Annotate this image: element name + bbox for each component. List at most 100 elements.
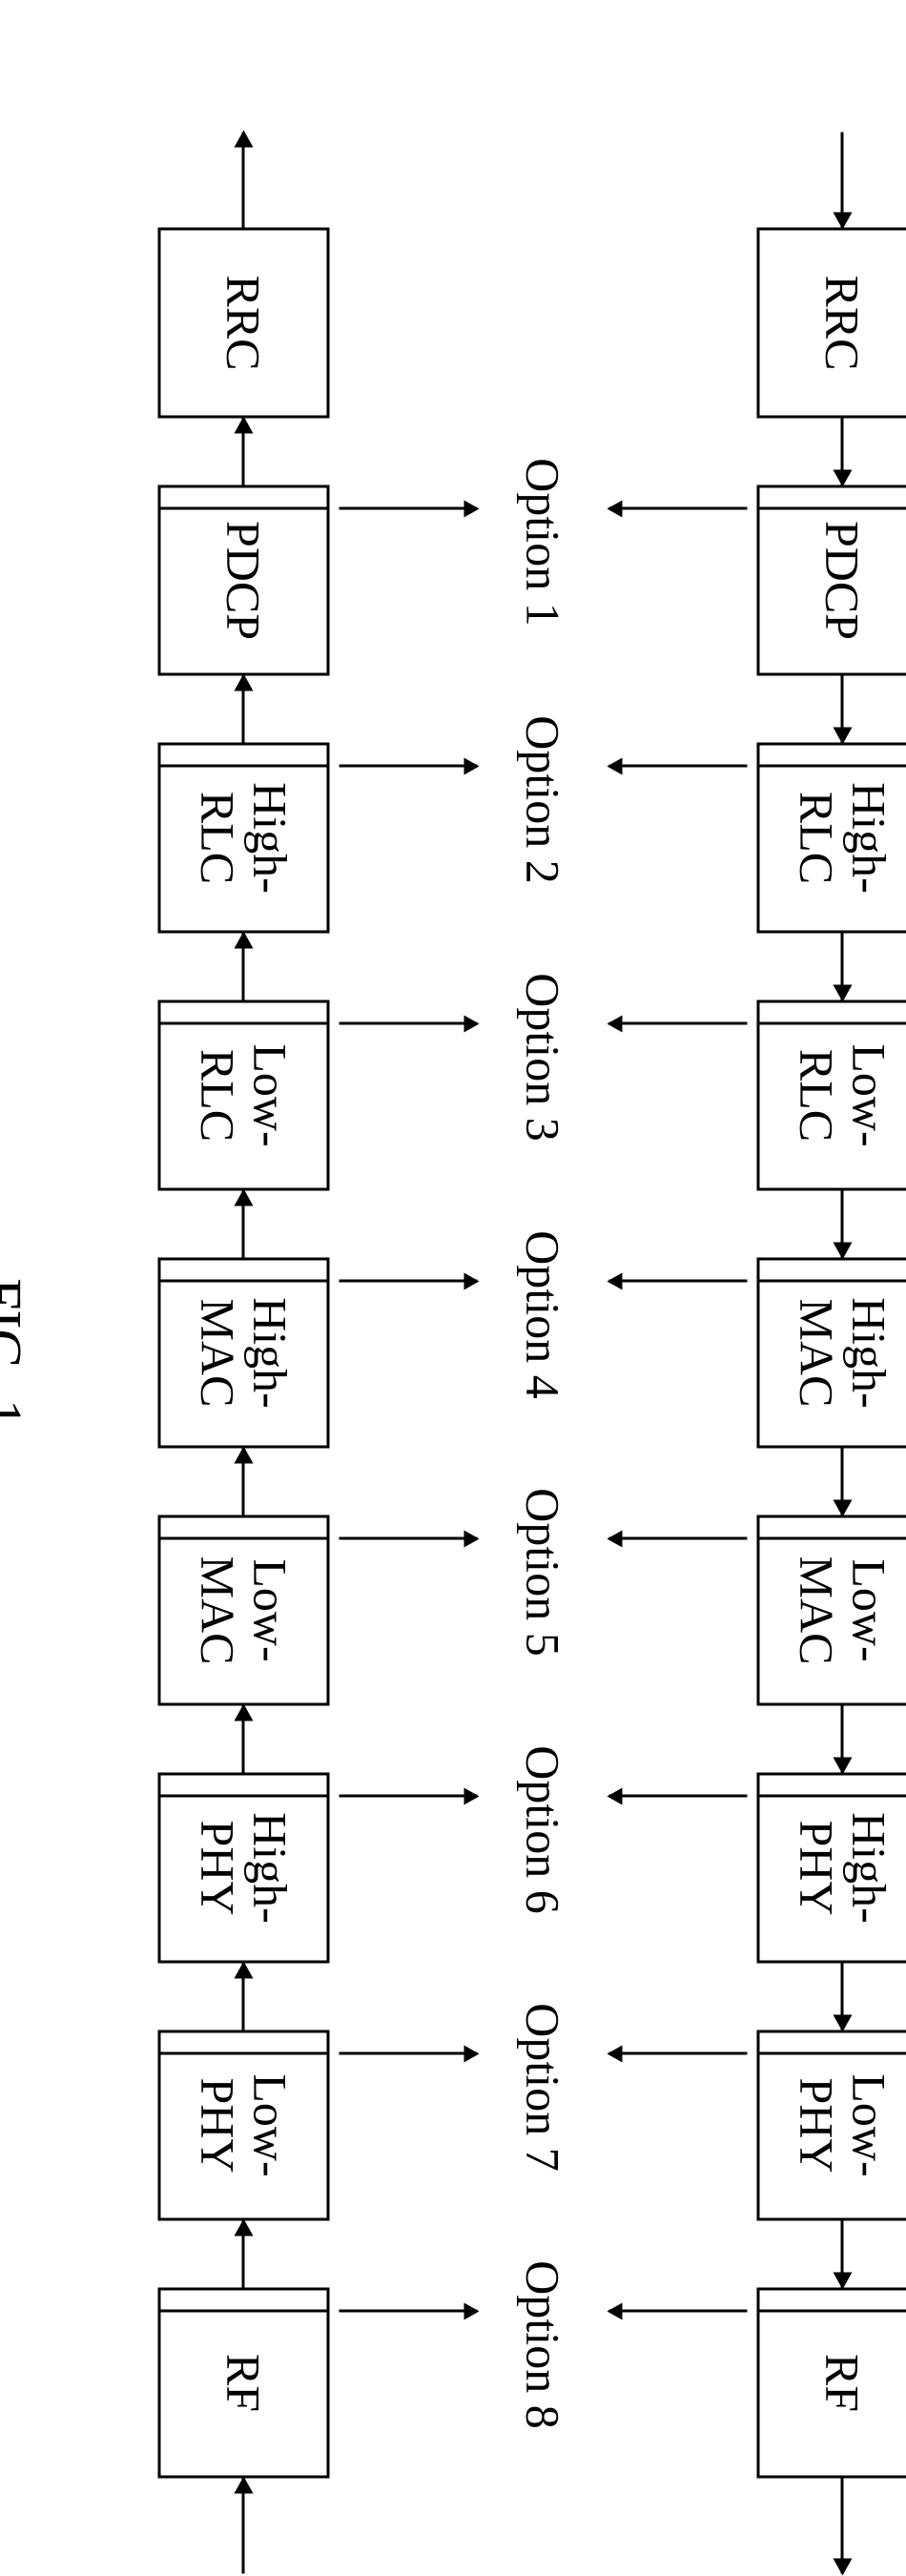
split-line <box>158 1022 330 1025</box>
option-marker <box>340 507 478 510</box>
h-arrow <box>242 419 245 485</box>
box-label: Low-PHY <box>791 2073 896 2176</box>
option-marker <box>609 765 748 768</box>
box-high-phy-top: High-PHY <box>757 1773 906 1964</box>
box-high-rlc-top: High-RLC <box>757 743 906 934</box>
h-arrow <box>841 934 844 1000</box>
box-label: Low-RLC <box>791 1043 896 1146</box>
box-label: PDCP <box>816 521 869 640</box>
option-label: Option 3 <box>516 929 571 1186</box>
option-marker <box>340 1537 478 1540</box>
split-line <box>158 1795 330 1798</box>
option-label: Option 1 <box>516 414 571 671</box>
bottom-row-container: RRC PDCP High-RLC Low-RLC High-MAC Low-M… <box>149 185 340 2522</box>
h-arrow <box>841 1964 844 2030</box>
box-low-rlc-top: Low-RLC <box>757 1000 906 1191</box>
option-label: Option 8 <box>516 2216 571 2474</box>
box-label: High-RLC <box>791 782 896 894</box>
h-arrow <box>841 2221 844 2288</box>
split-line <box>757 507 906 510</box>
top-flow-row: RRC PDCP High-RLC Low-RLC High-MAC Low-M… <box>748 133 906 2574</box>
option-label: Option 4 <box>516 1186 571 1444</box>
box-rrc-bot: RRC <box>158 228 330 419</box>
option-label: Option 5 <box>516 1444 571 1701</box>
box-label: RF <box>816 2354 869 2412</box>
box-label: RRC <box>217 275 270 370</box>
h-arrow <box>242 2221 245 2288</box>
option-marker <box>609 2052 748 2055</box>
h-arrow <box>242 1706 245 1773</box>
box-low-phy-bot: Low-PHY <box>158 2030 330 2221</box>
option-marker <box>609 1280 748 1283</box>
box-low-phy-top: Low-PHY <box>757 2030 906 2221</box>
option-label: Option 7 <box>516 1959 571 2216</box>
h-arrow <box>242 1964 245 2030</box>
option-marker <box>340 765 478 768</box>
split-line <box>158 2310 330 2313</box>
box-pdcp-top: PDCP <box>757 485 906 676</box>
box-label: High-MAC <box>192 1297 297 1409</box>
split-line <box>158 507 330 510</box>
split-line <box>757 1795 906 1798</box>
h-arrow <box>242 676 245 743</box>
split-line <box>158 1280 330 1283</box>
split-line <box>757 765 906 768</box>
option-marker <box>340 2310 478 2313</box>
h-arrow <box>242 934 245 1000</box>
box-label: High-MAC <box>791 1297 896 1409</box>
h-arrow <box>841 1449 844 1515</box>
box-label: RRC <box>816 275 869 370</box>
top-row-container: RRC PDCP High-RLC Low-RLC High-MAC Low-M… <box>748 185 906 2522</box>
box-pdcp-bot: PDCP <box>158 485 330 676</box>
option-marker <box>340 2052 478 2055</box>
figure-label: FIG. 1 <box>0 1278 34 1428</box>
split-line <box>757 1022 906 1025</box>
option-marker <box>340 1280 478 1283</box>
option-label: Option 2 <box>516 671 571 929</box>
box-label: High-PHY <box>791 1812 896 1924</box>
box-label: PDCP <box>217 521 270 640</box>
h-arrow <box>841 1191 844 1258</box>
option-marker <box>340 1795 478 1798</box>
box-label: Low-RLC <box>192 1043 297 1146</box>
option-marker <box>609 1537 748 1540</box>
split-line <box>158 765 330 768</box>
box-rf-top: RF <box>757 2288 906 2479</box>
box-low-mac-bot: Low-MAC <box>158 1515 330 1706</box>
box-label: Low-MAC <box>791 1556 896 1665</box>
h-arrow <box>242 1191 245 1258</box>
protocol-split-diagram: RRC PDCP High-RLC Low-RLC High-MAC Low-M… <box>0 185 906 2522</box>
split-line <box>757 1537 906 1540</box>
h-arrow <box>841 676 844 743</box>
box-low-mac-top: Low-MAC <box>757 1515 906 1706</box>
box-rrc-top: RRC <box>757 228 906 419</box>
option-label: Option 6 <box>516 1701 571 1959</box>
box-label: High-RLC <box>192 782 297 894</box>
split-line <box>757 2052 906 2055</box>
bottom-flow-row: RRC PDCP High-RLC Low-RLC High-MAC Low-M… <box>149 133 340 2574</box>
split-line <box>757 1280 906 1283</box>
lead-in-arrow-bottom <box>242 2479 245 2574</box>
box-high-rlc-bot: High-RLC <box>158 743 330 934</box>
box-label: High-PHY <box>192 1812 297 1924</box>
box-label: Low-PHY <box>192 2073 297 2176</box>
options-label-row: Option 1 Option 2 Option 3 Option 4 Opti… <box>516 185 571 2522</box>
option-marker <box>609 1795 748 1798</box>
option-marker <box>609 1022 748 1025</box>
option-marker <box>340 1022 478 1025</box>
option-marker <box>609 507 748 510</box>
split-line <box>158 1537 330 1540</box>
box-rf-bot: RF <box>158 2288 330 2479</box>
diagram-wrapper: RRC PDCP High-RLC Low-RLC High-MAC Low-M… <box>0 185 906 2522</box>
box-high-mac-bot: High-MAC <box>158 1258 330 1449</box>
box-label: RF <box>217 2354 270 2412</box>
option-marker <box>609 2310 748 2313</box>
split-line <box>158 2052 330 2055</box>
box-label: Low-MAC <box>192 1556 297 1665</box>
h-arrow <box>841 1706 844 1773</box>
lead-out-arrow-bottom <box>242 133 245 228</box>
box-high-mac-top: High-MAC <box>757 1258 906 1449</box>
lead-out-arrow-top <box>841 2479 844 2574</box>
h-arrow <box>841 419 844 485</box>
h-arrow <box>242 1449 245 1515</box>
